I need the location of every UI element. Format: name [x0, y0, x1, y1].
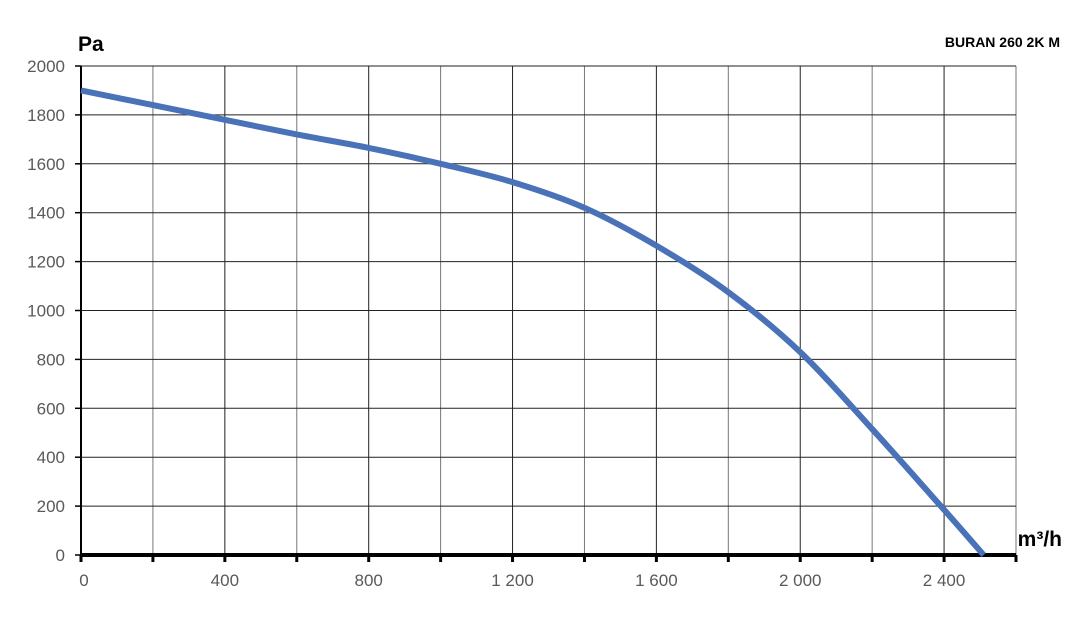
- x-tick-label: 1 200: [491, 571, 534, 590]
- x-tick-label: 1 600: [635, 571, 678, 590]
- y-tick-label: 1800: [27, 106, 65, 125]
- y-tick-label: 200: [37, 497, 65, 516]
- y-tick-label: 1000: [27, 302, 65, 321]
- grid: [80, 65, 1017, 557]
- ticks: 0 200 400 600 800 1000 1200 1400 1600 1800 2000 0 40…: [27, 57, 1018, 590]
- y-tick-label: 0: [56, 546, 65, 565]
- performance-curve: [80, 87, 986, 557]
- y-tick-label: 1400: [27, 204, 65, 223]
- y-tick-label: 600: [37, 399, 65, 418]
- chart-title: BURAN 260 2K M: [945, 34, 1060, 50]
- y-axis-label: Pa: [78, 33, 104, 56]
- y-tick-label: 1600: [27, 155, 65, 174]
- series: [80, 87, 986, 557]
- x-tick-label: 2 000: [779, 571, 822, 590]
- x-tick-label: 800: [355, 571, 383, 590]
- x-tick-label: 400: [211, 571, 239, 590]
- x-tick-label: 2 400: [923, 571, 966, 590]
- y-tick-label: 800: [37, 350, 65, 369]
- x-axis-label: m³/h: [1018, 528, 1062, 551]
- y-tick-label: 400: [37, 448, 65, 467]
- y-tick-label: 1200: [27, 253, 65, 272]
- y-tick-label: 2000: [27, 57, 65, 76]
- x-tick-label: 0: [79, 571, 88, 590]
